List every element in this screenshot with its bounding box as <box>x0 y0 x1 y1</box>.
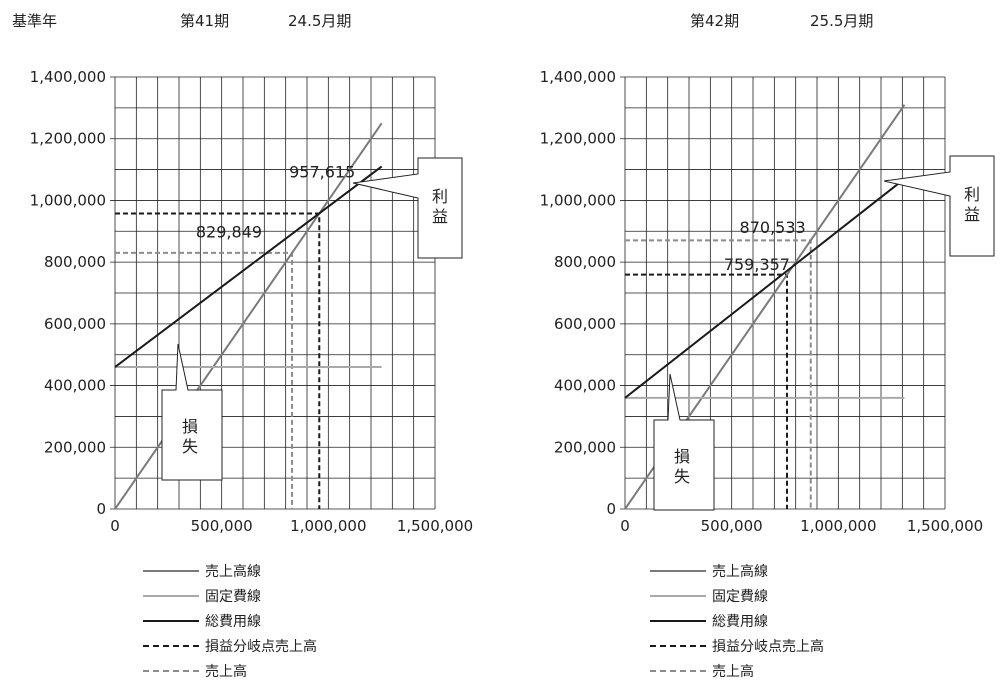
profit-callout: 利益 <box>352 157 463 259</box>
actual-sales-value-label: 829,849 <box>196 222 262 241</box>
legend-swatch <box>650 644 706 647</box>
x-tick-label: 1,000,000 <box>800 517 876 535</box>
legend-swatch <box>143 619 199 622</box>
legend-left: 売上高線固定費線総費用線損益分岐点売上高 売上高 <box>143 558 317 683</box>
y-tick-label: 1,000,000 <box>30 191 106 209</box>
total-line <box>114 165 383 368</box>
loss-callout-box <box>653 373 715 511</box>
legend-item-be_sales: 損益分岐点売上高 <box>650 633 824 658</box>
loss-callout-text: 失 <box>182 437 198 456</box>
y-tick-label: 1,400,000 <box>30 68 106 86</box>
y-tick-label: 0 <box>606 500 616 518</box>
left-period-label: 第41期 <box>180 12 230 30</box>
legend-swatch <box>650 619 706 622</box>
legend-item-total: 総費用線 <box>650 608 824 633</box>
legend-label: 損益分岐点売上高 <box>205 638 317 655</box>
legend-swatch <box>650 669 706 672</box>
profit-callout-box <box>883 155 995 257</box>
legend-item-fixed: 固定費線 <box>650 583 824 608</box>
loss-callout: 損失 <box>161 343 223 481</box>
legend-item-sales: 売上高線 <box>650 558 824 583</box>
legend-label: 売上高線 <box>712 563 768 580</box>
grid <box>110 76 436 510</box>
loss-callout-text: 失 <box>674 467 690 486</box>
y-tick-label: 1,400,000 <box>540 68 616 86</box>
y-tick-label: 1,200,000 <box>540 130 616 148</box>
legend-swatch <box>143 669 199 672</box>
legend-item-actual_sales: 売上高 <box>650 658 824 683</box>
x-tick-label: 0 <box>620 517 630 535</box>
x-tick-label: 1,500,000 <box>397 517 473 535</box>
x-tick-label: 1,500,000 <box>907 517 983 535</box>
legend-label: 損益分岐点売上高 <box>712 638 824 655</box>
legend-item-be_sales: 損益分岐点売上高 <box>143 633 317 658</box>
total-line <box>624 178 906 399</box>
loss-callout: 損失 <box>653 373 715 511</box>
legend-label: 売上高線 <box>205 563 261 580</box>
x-tick-label: 500,000 <box>701 517 763 535</box>
y-tick-label: 0 <box>96 500 106 518</box>
profit-callout-text: 利 <box>964 185 980 204</box>
profit-callout-text: 利 <box>432 187 448 206</box>
legend-item-total: 総費用線 <box>143 608 317 633</box>
base-year-label: 基準年 <box>12 12 58 30</box>
legend-swatch <box>650 594 706 597</box>
y-tick-label: 200,000 <box>554 438 616 456</box>
actual-sales-value-label: 870,533 <box>740 218 806 237</box>
y-tick-label: 400,000 <box>44 377 106 395</box>
y-tick-label: 800,000 <box>44 253 106 271</box>
y-tick-label: 600,000 <box>554 315 616 333</box>
legend-swatch <box>143 569 199 572</box>
legend-label: 固定費線 <box>712 588 768 605</box>
profit-callout-text: 益 <box>432 207 448 226</box>
loss-callout-box <box>161 343 223 481</box>
y-tick-label: 600,000 <box>44 315 106 333</box>
break-even-value-label: 759,357 <box>724 255 790 274</box>
legend-item-sales: 売上高線 <box>143 558 317 583</box>
y-tick-label: 200,000 <box>44 438 106 456</box>
x-tick-label: 0 <box>110 517 120 535</box>
profit-callout-box <box>352 157 463 259</box>
legend-label: 総費用線 <box>205 613 261 630</box>
legend-swatch <box>143 644 199 647</box>
sales-line <box>114 122 383 510</box>
x-tick-label: 1,000,000 <box>290 517 366 535</box>
legend-item-actual_sales: 売上高 <box>143 658 317 683</box>
right-period-label: 第42期 <box>690 12 740 30</box>
y-tick-label: 800,000 <box>554 253 616 271</box>
profit-callout: 利益 <box>883 155 995 257</box>
left-month-label: 24.5月期 <box>288 12 352 30</box>
legend-right: 売上高線固定費線総費用線損益分岐点売上高 売上高 <box>650 558 824 683</box>
y-tick-label: 400,000 <box>554 377 616 395</box>
legend-item-fixed: 固定費線 <box>143 583 317 608</box>
chart-left: 0 200,000 400,000 600,000 800,000 1,000,000 1,… <box>30 68 474 535</box>
legend-label: 売上高 <box>712 663 754 680</box>
y-tick-label: 1,000,000 <box>540 191 616 209</box>
legend-label: 総費用線 <box>712 613 768 630</box>
right-month-label: 25.5月期 <box>810 12 874 30</box>
legend-swatch <box>650 569 706 572</box>
loss-callout-text: 損 <box>182 417 198 436</box>
chart-right: 0 200,000 400,000 600,000 800,000 1,000,000 1,… <box>540 68 995 535</box>
loss-callout-text: 損 <box>674 447 690 466</box>
break-even-value-label: 957,615 <box>289 162 355 181</box>
legend-label: 固定費線 <box>205 588 261 605</box>
legend-label: 売上高 <box>205 663 247 680</box>
x-tick-label: 500,000 <box>191 517 253 535</box>
profit-callout-text: 益 <box>964 205 980 224</box>
legend-swatch <box>143 594 199 597</box>
y-tick-label: 1,200,000 <box>30 130 106 148</box>
